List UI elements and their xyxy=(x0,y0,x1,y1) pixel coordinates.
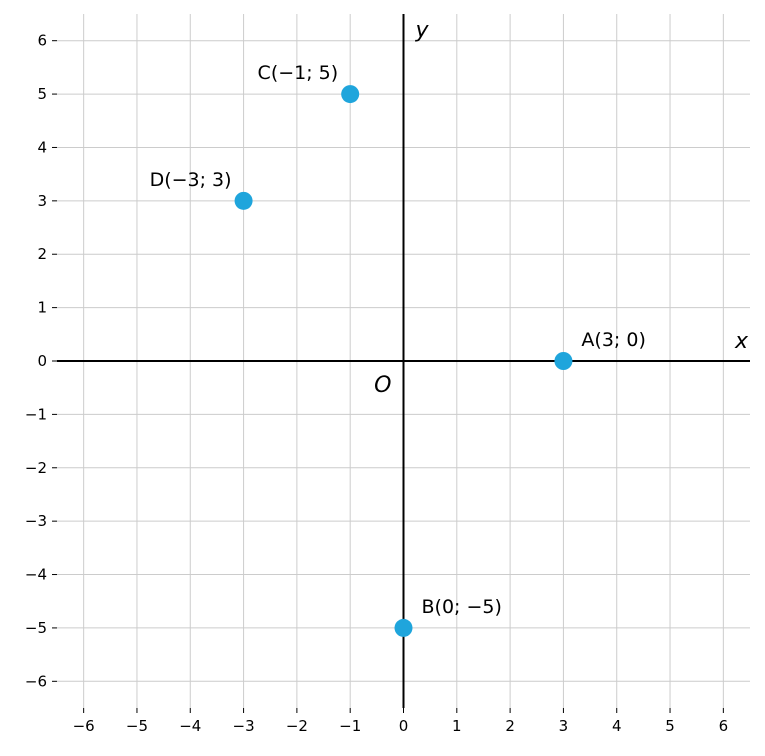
point-a xyxy=(554,352,573,370)
x-tick-label: 4 xyxy=(612,717,622,735)
y-tick-label: 6 xyxy=(37,32,47,50)
y-tick-label: −4 xyxy=(25,566,47,584)
point-label-a: A(3; 0) xyxy=(581,329,645,351)
point-d xyxy=(234,191,253,210)
y-tick-label: −1 xyxy=(25,405,47,423)
x-tick-label: −2 xyxy=(286,717,308,735)
x-tick-label: −6 xyxy=(73,717,95,735)
x-tick-label: 1 xyxy=(452,717,462,735)
x-tick-label: −3 xyxy=(233,717,255,735)
point-label-b: B(0; −5) xyxy=(422,596,502,618)
point-label-c: C(−1; 5) xyxy=(258,62,339,84)
x-tick-label: 0 xyxy=(399,717,409,735)
y-tick-label: −6 xyxy=(25,672,47,690)
point-b xyxy=(394,618,413,637)
axes xyxy=(57,14,750,708)
y-tick-label: −3 xyxy=(25,512,47,530)
y-tick-label: 5 xyxy=(37,85,47,103)
x-tick-label: −5 xyxy=(126,717,148,735)
x-tick-label: −1 xyxy=(339,717,361,735)
y-axis-name: y xyxy=(415,18,430,43)
y-tick-label: 1 xyxy=(37,299,47,317)
y-tick-label: 2 xyxy=(37,245,47,263)
point-label-d: D(−3; 3) xyxy=(150,169,232,191)
x-tick-label: −4 xyxy=(179,717,201,735)
points: A(3; 0) B(0; −5) C(−1; 5) D(−3; 3) xyxy=(150,62,646,637)
ticks: −6 −5 −4 −3 −2 −1 0 1 2 3 4 5 6 −6 −5 −4 −3 −2 −1 0 1 2 3 4 5 6 xyxy=(25,32,728,735)
y-tick-label: −5 xyxy=(25,619,47,637)
x-tick-label: 6 xyxy=(719,717,729,735)
y-tick-label: 3 xyxy=(37,192,47,210)
x-tick-label: 5 xyxy=(665,717,675,735)
x-tick-label: 3 xyxy=(559,717,569,735)
point-c xyxy=(341,85,360,104)
y-tick-label: 4 xyxy=(37,138,47,156)
y-tick-label: 0 xyxy=(37,352,47,370)
x-tick-label: 2 xyxy=(505,717,515,735)
x-axis-name: x xyxy=(734,329,749,354)
y-tick-label: −2 xyxy=(25,459,47,477)
origin-label: O xyxy=(374,373,391,398)
